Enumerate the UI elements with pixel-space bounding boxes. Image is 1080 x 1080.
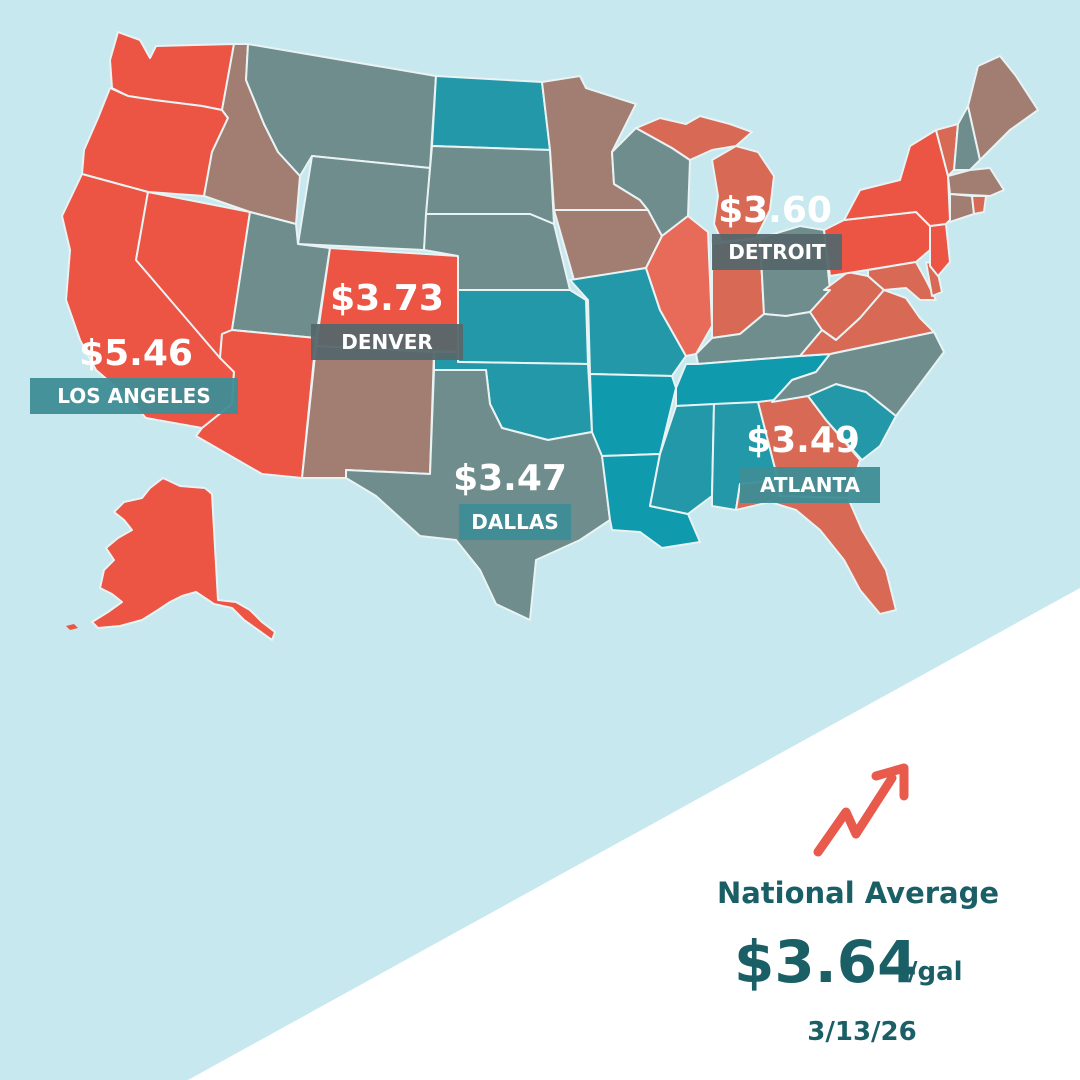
city-label-los-angeles: $5.46 LOS ANGELES xyxy=(30,333,238,414)
national-average-unit: /gal xyxy=(908,957,963,987)
city-name: ATLANTA xyxy=(760,473,861,497)
city-name-plate xyxy=(459,504,571,540)
state-maryland xyxy=(867,261,937,301)
national-average-value: $3.64 xyxy=(734,928,917,996)
city-name-plate xyxy=(712,234,842,270)
state-texas xyxy=(345,369,611,621)
state-maine xyxy=(967,55,1039,161)
city-price: $3.47 xyxy=(453,458,567,499)
city-label-dallas: $3.47 DALLAS xyxy=(453,458,571,540)
city-label-denver: $3.73 DENVER xyxy=(311,278,463,360)
national-average-title: National Average xyxy=(717,876,999,910)
trending-up-arrow-icon xyxy=(813,763,909,857)
city-price: $3.49 xyxy=(746,420,860,461)
city-label-atlanta: $3.49 ATLANTA xyxy=(740,420,880,503)
city-name: DALLAS xyxy=(471,510,558,534)
state-rhode-island xyxy=(971,195,987,215)
state-north-dakota xyxy=(431,75,551,151)
state-north-carolina xyxy=(771,331,945,417)
state-new-mexico xyxy=(301,345,435,479)
state-michigan xyxy=(711,145,775,243)
city-name: DETROIT xyxy=(728,240,826,264)
city-name-plate xyxy=(740,467,880,503)
state-new-hampshire xyxy=(953,105,981,171)
state-south-dakota xyxy=(425,145,555,225)
state-wyoming xyxy=(297,155,431,251)
city-name: LOS ANGELES xyxy=(57,384,211,408)
city-price: $3.73 xyxy=(330,278,444,319)
state-michigan-upper xyxy=(635,115,753,161)
state-alaska xyxy=(91,477,276,641)
city-price: $3.60 xyxy=(718,190,832,231)
national-average-date: 3/13/26 xyxy=(807,1017,916,1047)
city-price: $5.46 xyxy=(79,333,193,374)
state-virginia xyxy=(799,289,935,357)
national-average-block: National Average $3.64 /gal 3/13/26 xyxy=(717,763,999,1047)
national-average-panel xyxy=(188,588,1080,1080)
state-kansas xyxy=(457,289,589,365)
city-label-detroit: $3.60 DETROIT xyxy=(712,190,842,270)
state-alaska-island xyxy=(66,624,78,630)
city-name: DENVER xyxy=(341,330,433,354)
city-name-plate xyxy=(30,378,238,414)
city-name-plate xyxy=(311,324,463,360)
